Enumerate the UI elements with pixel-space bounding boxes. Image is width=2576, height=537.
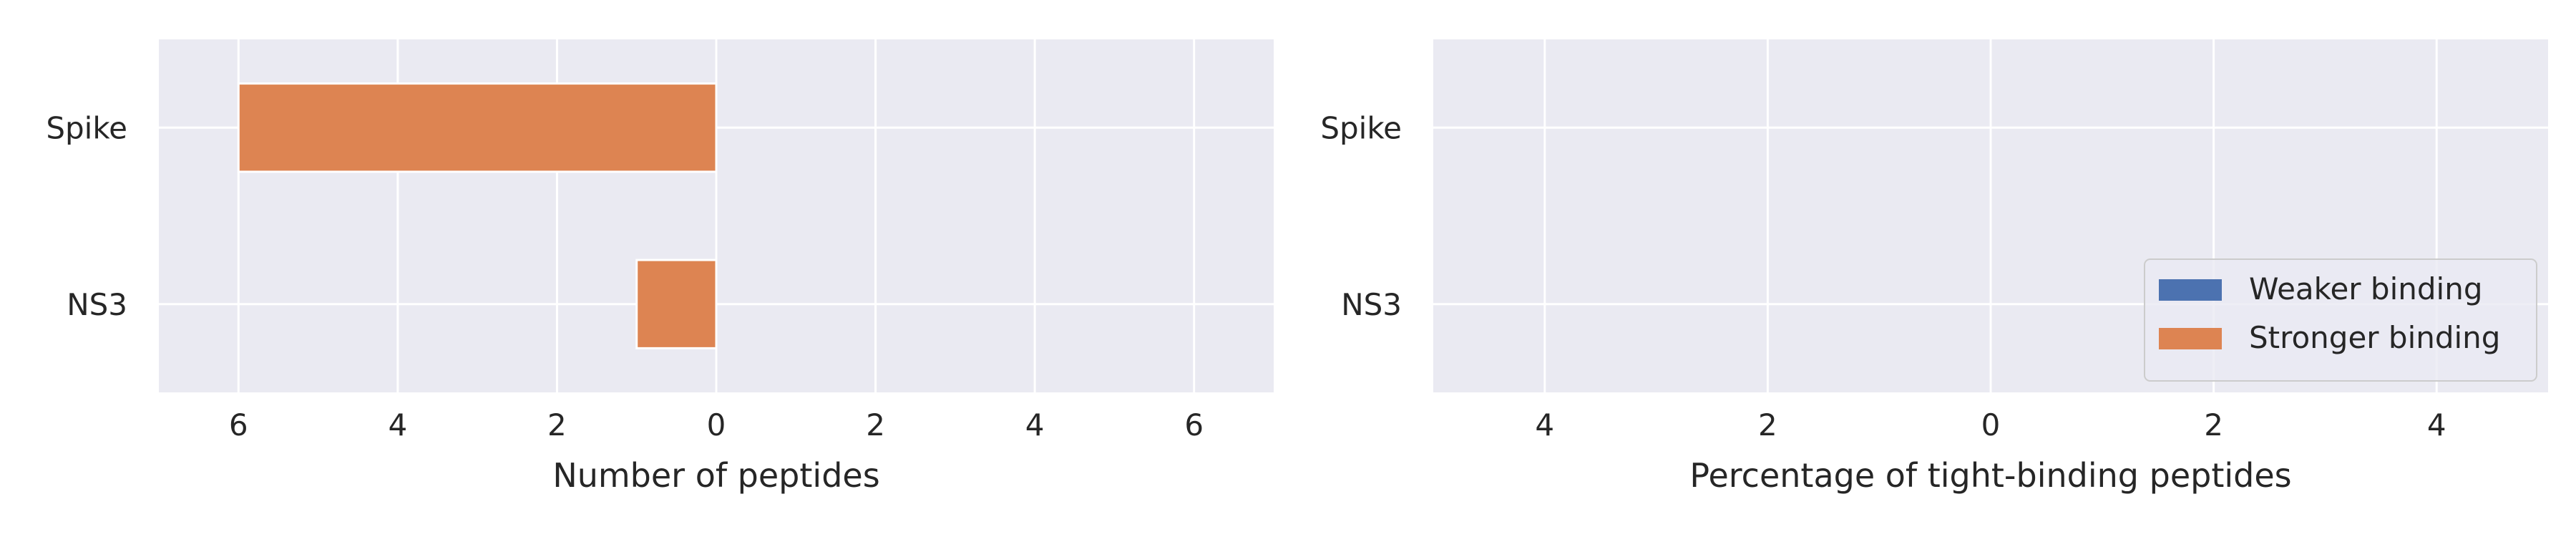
legend-swatch [2159, 328, 2222, 349]
bar-spike [237, 82, 718, 173]
legend: Weaker binding Stronger binding [2144, 258, 2537, 382]
right-chart-panel: 4 2 0 2 4 Spike NS3 Percentage of tight-binding… [1320, 39, 2548, 495]
legend-box [2144, 258, 2537, 382]
x-axis-label: Percentage of tight-binding peptides [1689, 456, 2291, 495]
x-tick-label: 2 [547, 407, 567, 442]
x-tick-label: 4 [1535, 407, 1554, 442]
bar-ns3 [635, 258, 718, 349]
x-tick-label: 2 [1758, 407, 1777, 442]
x-tick-label: 6 [229, 407, 248, 442]
x-tick-label: 0 [1981, 407, 2001, 442]
x-tick-label: 2 [866, 407, 885, 442]
y-tick-label-ns3: NS3 [67, 287, 127, 322]
y-tick-label-spike: Spike [1320, 110, 1402, 145]
x-tick-label: 4 [1025, 407, 1045, 442]
x-tick-label: 2 [2204, 407, 2223, 442]
y-tick-label-spike: Spike [46, 110, 127, 145]
x-tick-label: 0 [707, 407, 726, 442]
y-tick-label-ns3: NS3 [1341, 287, 1402, 322]
left-chart-panel: 6 4 2 0 2 4 6 Spike NS3 Number of peptides [46, 39, 1274, 495]
x-tick-label: 4 [2427, 407, 2446, 442]
legend-entry-label: Stronger binding [2249, 320, 2500, 355]
x-tick-label: 6 [1184, 407, 1204, 442]
legend-swatch [2159, 279, 2222, 301]
x-axis-label: Number of peptides [552, 456, 879, 495]
x-tick-label: 4 [388, 407, 407, 442]
legend-entry-label: Weaker binding [2249, 271, 2482, 306]
